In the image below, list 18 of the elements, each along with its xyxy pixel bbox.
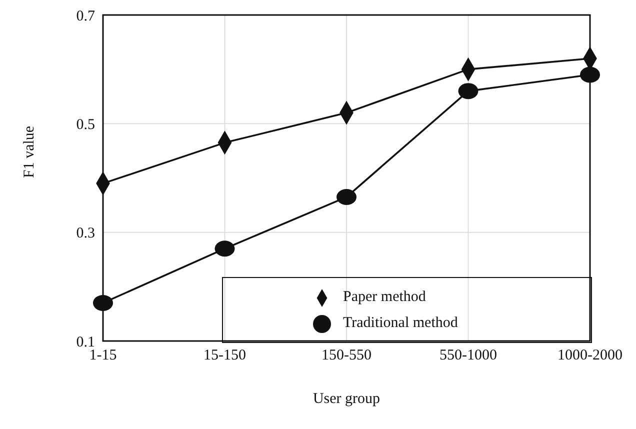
x-tick-label: 550-1000 [440, 348, 497, 364]
point [458, 83, 478, 100]
y-axis-title: F1 value [21, 126, 38, 178]
legend-label: Paper method [343, 289, 426, 305]
x-axis-title: User group [312, 391, 380, 407]
y-tick-label: 0.1 [76, 334, 95, 350]
y-tick-label: 0.5 [76, 116, 95, 133]
y-tick-label: 0.3 [76, 226, 95, 242]
point [580, 66, 600, 83]
x-tick-label: 1-15 [89, 348, 117, 364]
x-tick-label: 1000-2000 [558, 348, 622, 364]
x-tick-label: 150-550 [322, 348, 372, 364]
point [336, 189, 356, 206]
point [93, 294, 113, 311]
legend-label: Traditional method [343, 315, 458, 331]
x-tick-label: 15-150 [204, 348, 246, 364]
point [214, 240, 235, 257]
y-tick-label: 0.7 [76, 8, 96, 24]
